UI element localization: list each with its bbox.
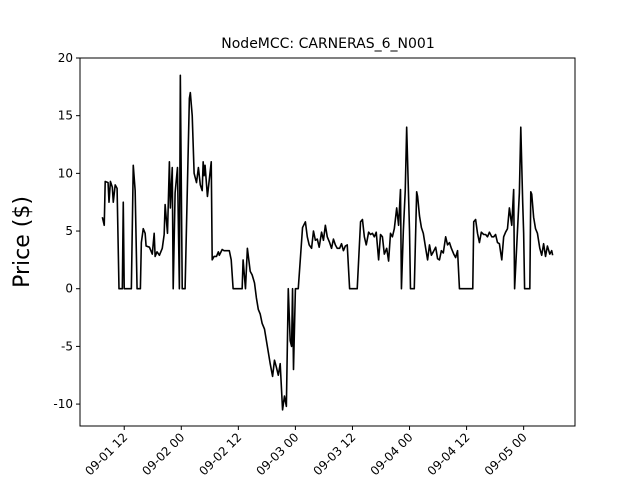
- axes-frame: [79, 57, 576, 427]
- chart-title: NodeMCC: CARNERAS_6_N001: [221, 36, 434, 52]
- y-tick-label: 0: [65, 282, 73, 296]
- y-tick-label: -5: [61, 339, 73, 353]
- x-tick-label: 09-03 12: [311, 430, 359, 478]
- y-tick-label: 20: [58, 51, 73, 65]
- x-tick-label: 09-04 00: [368, 430, 416, 478]
- price-line: [101, 74, 554, 411]
- x-tick-label: 09-01 12: [82, 430, 130, 478]
- x-tick-label: 09-02 12: [196, 430, 244, 478]
- y-tick-label: -10: [53, 397, 73, 411]
- y-tick-label: 15: [58, 109, 73, 123]
- x-tick-label: 09-04 12: [425, 430, 473, 478]
- y-axis-label: Price ($): [10, 196, 35, 288]
- x-tick-label: 09-05 00: [482, 430, 530, 478]
- x-tick-label: 09-03 00: [253, 430, 301, 478]
- y-tick-label: 10: [58, 166, 73, 180]
- y-tick-label: 5: [65, 224, 73, 238]
- x-tick-label: 09-02 00: [139, 430, 187, 478]
